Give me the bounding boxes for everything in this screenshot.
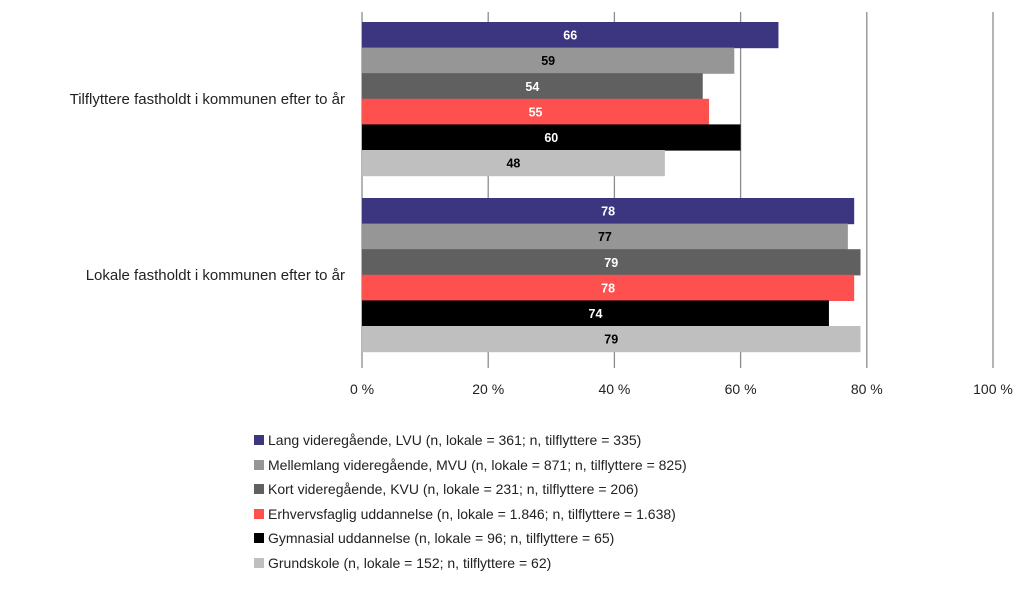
legend-swatch <box>254 557 264 568</box>
bar-1-0 <box>362 198 855 225</box>
x-tick-label-0: 0 % <box>350 381 374 397</box>
bar-1-4 <box>362 300 829 327</box>
legend-item: Kort videregående, KVU (n, lokale = 231;… <box>254 477 687 502</box>
bar-0-1 <box>362 47 735 74</box>
data-label-1-5: 79 <box>604 333 618 347</box>
legend-label: Kort videregående, KVU (n, lokale = 231;… <box>268 481 639 498</box>
legend-label: Mellemlang videregående, MVU (n, lokale … <box>268 456 687 473</box>
data-label-1-0: 78 <box>601 205 615 219</box>
legend-swatch <box>254 508 264 519</box>
legend-item: Grundskole (n, lokale = 152; n, tilflytt… <box>254 551 687 576</box>
bar-0-5 <box>362 150 665 177</box>
bar-0-4 <box>362 124 741 151</box>
data-label-1-2: 79 <box>604 256 618 270</box>
legend-label: Gymnasial uddannelse (n, lokale = 96; n,… <box>268 530 615 547</box>
x-tick-label-60: 60 % <box>725 381 757 397</box>
bar-1-2 <box>362 249 861 276</box>
legend-label: Lang videregående, LVU (n, lokale = 361;… <box>268 432 642 449</box>
x-tick-label-20: 20 % <box>472 381 504 397</box>
legend-swatch <box>254 484 264 495</box>
data-label-0-5: 48 <box>506 157 520 171</box>
legend-item: Erhvervsfaglig uddannelse (n, lokale = 1… <box>254 502 687 527</box>
bar-1-5 <box>362 326 861 353</box>
legend-swatch <box>254 459 264 470</box>
x-tick-label-80: 80 % <box>851 381 883 397</box>
data-label-1-1: 77 <box>598 230 612 244</box>
legend-item: Mellemlang videregående, MVU (n, lokale … <box>254 453 687 478</box>
legend-label: Erhvervsfaglig uddannelse (n, lokale = 1… <box>268 505 676 522</box>
legend-swatch <box>254 533 264 544</box>
legend-label: Grundskole (n, lokale = 152; n, tilflytt… <box>268 554 552 571</box>
bar-1-1 <box>362 223 848 250</box>
legend-swatch <box>254 435 264 446</box>
data-label-1-3: 78 <box>601 281 615 295</box>
x-tick-label-40: 40 % <box>598 381 630 397</box>
data-label-0-1: 59 <box>541 54 555 68</box>
data-label-0-0: 66 <box>563 29 577 43</box>
data-label-0-4: 60 <box>544 131 558 145</box>
bar-0-2 <box>362 73 703 100</box>
category-label-0: Tilflyttere fastholdt i kommunen efter t… <box>70 91 345 108</box>
data-label-0-3: 55 <box>529 105 543 119</box>
legend-item: Lang videregående, LVU (n, lokale = 361;… <box>254 428 687 453</box>
data-label-0-2: 54 <box>525 80 539 94</box>
chart-plot: 0 % 20 % 40 % 60 % 80 % 100 % Tilflyttere fast… <box>70 12 1013 397</box>
legend-item: Gymnasial uddannelse (n, lokale = 96; n,… <box>254 526 687 551</box>
bar-0-3 <box>362 98 710 125</box>
bar-1-3 <box>362 274 855 301</box>
bar-0-0 <box>362 22 779 49</box>
category-label-1: Lokale fastholdt i kommunen efter to år <box>86 267 345 284</box>
data-label-1-4: 74 <box>589 307 603 321</box>
x-tick-label-100: 100 % <box>973 381 1013 397</box>
chart-legend: Lang videregående, LVU (n, lokale = 361;… <box>254 428 687 575</box>
